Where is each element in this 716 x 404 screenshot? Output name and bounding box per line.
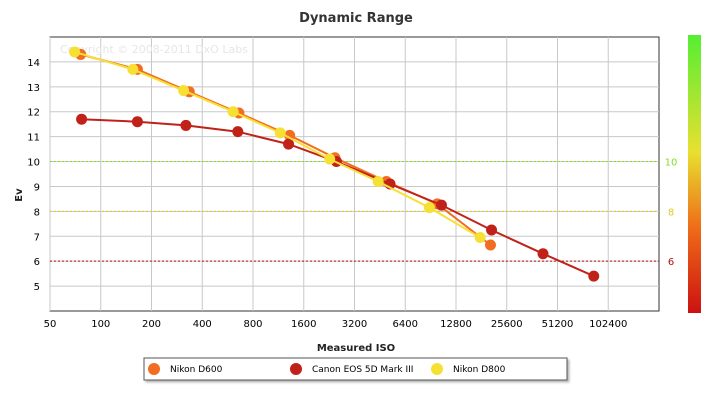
series-group: [69, 46, 486, 244]
x-tick-label: 6400: [393, 319, 418, 330]
data-point: [537, 248, 549, 260]
y-tick-label: 5: [34, 282, 40, 293]
data-point: [227, 106, 239, 118]
x-tick-label: 102400: [589, 319, 627, 330]
x-tick-label: 50: [44, 319, 57, 330]
legend-marker: [431, 363, 443, 375]
data-point: [324, 153, 336, 165]
reference-line-label: 10: [665, 158, 678, 169]
data-point: [178, 85, 190, 97]
data-point: [435, 199, 447, 211]
y-tick-label: 7: [34, 232, 40, 243]
data-point: [180, 119, 192, 131]
chart-title: Dynamic Range: [299, 11, 413, 26]
y-tick-label: 9: [34, 182, 40, 193]
legend-marker: [148, 363, 160, 375]
data-point: [232, 126, 244, 138]
y-tick-label: 11: [27, 133, 40, 144]
data-point: [372, 175, 384, 187]
data-point: [486, 224, 498, 236]
data-point: [474, 232, 486, 244]
y-tick-label: 10: [27, 158, 40, 169]
y-tick-label: 8: [34, 207, 40, 218]
reference-lines: 10 8 6: [50, 158, 678, 268]
y-axis-ticks: 5 6 7 8 9 10 11 12 13 14: [27, 58, 40, 293]
reference-line-label: 6: [668, 257, 674, 268]
legend-label: Nikon D600: [170, 365, 223, 375]
data-point: [284, 129, 296, 141]
data-point: [76, 113, 88, 125]
data-point: [588, 270, 600, 282]
x-tick-label: 25600: [491, 319, 523, 330]
data-point: [69, 46, 81, 58]
data-point: [127, 63, 139, 75]
y-tick-label: 14: [27, 58, 40, 69]
copyright-watermark: Copyright © 2008-2011 DxO Labs: [60, 43, 248, 56]
x-tick-label: 400: [193, 319, 212, 330]
y-tick-label: 12: [27, 108, 40, 119]
legend-label: Nikon D800: [453, 365, 506, 375]
x-axis-ticks: 50 100 200 400 800 1600 3200 6400 12800 25600 5120…: [44, 319, 628, 330]
data-point: [274, 127, 286, 139]
legend-box: [143, 357, 568, 381]
x-tick-label: 1600: [291, 319, 316, 330]
dynamic-range-color-scale: [688, 35, 701, 313]
x-axis-title: Measured ISO: [317, 343, 395, 354]
y-tick-label: 13: [27, 83, 40, 94]
x-tick-label: 3200: [342, 319, 367, 330]
data-point: [131, 116, 143, 128]
x-tick-label: 100: [91, 319, 110, 330]
legend-label: Canon EOS 5D Mark III: [312, 365, 413, 375]
x-tick-label: 800: [243, 319, 262, 330]
legend: Nikon D600 Canon EOS 5D Mark III Nikon D80…: [143, 357, 568, 381]
x-tick-label: 200: [142, 319, 161, 330]
reference-line-label: 8: [668, 207, 674, 218]
data-point: [423, 202, 435, 214]
x-tick-label: 51200: [542, 319, 574, 330]
x-tick-label: 12800: [440, 319, 472, 330]
data-series: [69, 46, 600, 282]
y-axis-title: Ev: [14, 188, 25, 202]
data-point: [283, 138, 295, 150]
legend-marker: [290, 363, 302, 375]
data-point: [484, 239, 496, 251]
y-tick-label: 6: [34, 257, 40, 268]
